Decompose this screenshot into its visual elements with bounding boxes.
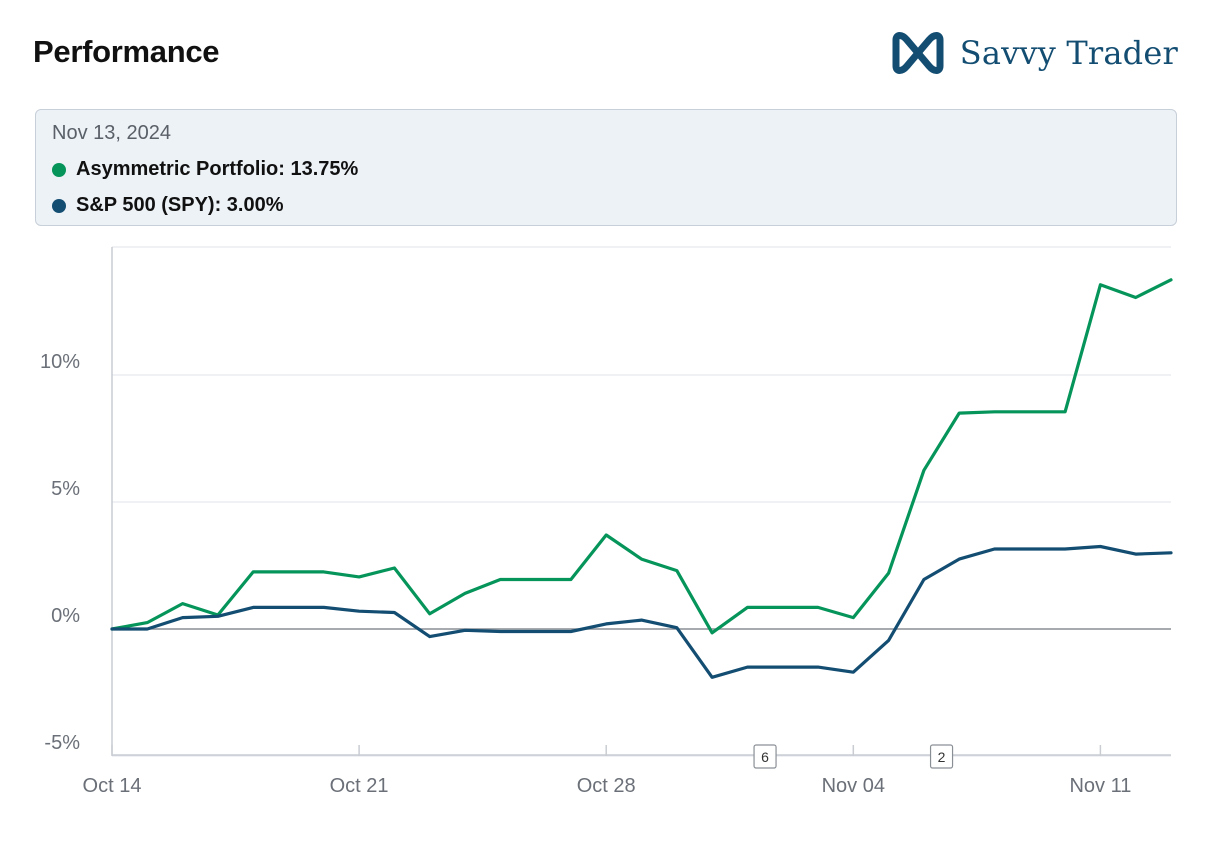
brand-name: Savvy Trader (959, 34, 1178, 72)
spy-line[interactable] (110, 544, 1173, 679)
spy-legend-dot (52, 198, 66, 213)
event-marker-box[interactable] (929, 744, 954, 769)
tooltip-portfolio-label: Asymmetric Portfolio: 13.75% (76, 158, 359, 180)
x-tick-label: Nov 04 (822, 775, 885, 797)
y-tick-label: -5% (44, 732, 80, 754)
portfolio-line[interactable] (110, 278, 1173, 635)
tooltip-row-spy: S&P 500 (SPY): 3.00% (52, 194, 284, 217)
y-tick-label: 0% (51, 605, 80, 627)
x-tick-label: Nov 11 (1069, 775, 1131, 797)
y-tick-label: 5% (51, 478, 80, 500)
savvy-trader-logo-icon (892, 32, 944, 74)
x-tick-label: Oct 21 (330, 775, 389, 797)
brand[interactable]: Savvy Trader (890, 30, 1178, 76)
page-title: Performance (33, 34, 220, 69)
chart-tooltip: Nov 13, 2024 Asymmetric Portfolio: 13.75… (35, 109, 1177, 226)
event-marker-label: 6 (761, 749, 769, 765)
x-tick-label: Oct 14 (83, 775, 142, 797)
x-tick-label: Oct 28 (577, 775, 636, 797)
portfolio-legend-dot (52, 162, 66, 177)
tooltip-date: Nov 13, 2024 (52, 122, 171, 144)
tooltip-row-portfolio: Asymmetric Portfolio: 13.75% (52, 158, 358, 181)
event-marker-box[interactable] (753, 744, 777, 769)
event-marker-label: 2 (938, 749, 946, 765)
y-tick-label: 10% (40, 351, 80, 373)
tooltip-spy-label: S&P 500 (SPY): 3.00% (76, 194, 284, 216)
